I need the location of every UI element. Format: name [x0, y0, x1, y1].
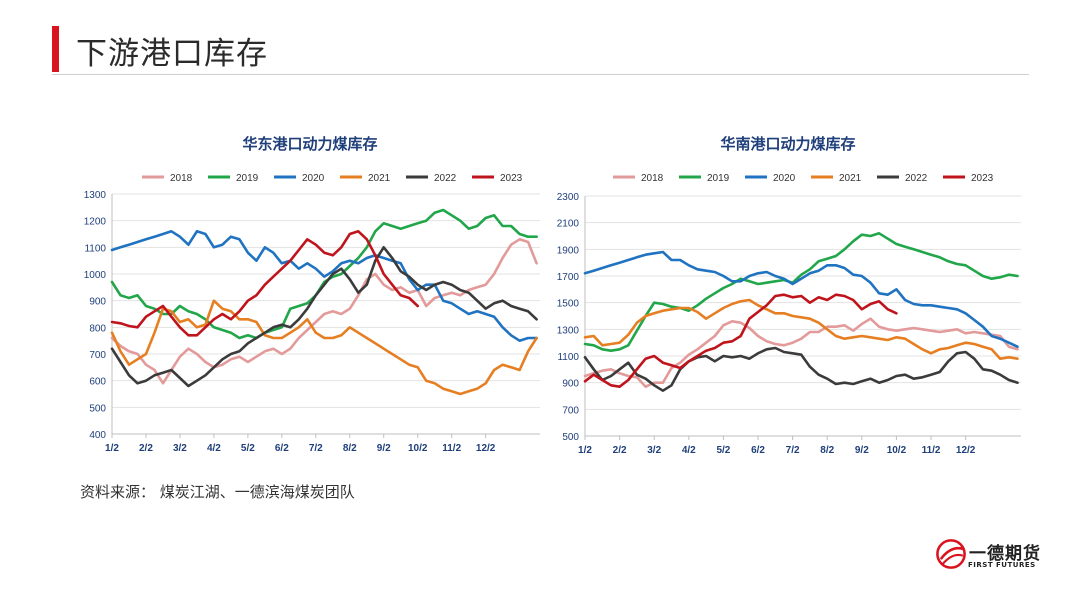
- x-tick-label: 9/2: [377, 443, 391, 454]
- series-line-2019: [583, 232, 1019, 352]
- x-tick-label: 3/2: [647, 445, 661, 456]
- chart-east-china-svg: 华东港口动力煤库存 2018 2019 2020 2021 2022 2023 400 500 6…: [84, 135, 540, 454]
- chart-title: 华南港口动力煤库存: [720, 135, 855, 153]
- legend-label-2022: 2022: [434, 173, 457, 184]
- company-logo-icon: [936, 539, 966, 569]
- series-line-2021: [583, 298, 1019, 360]
- y-tick-label: 900: [89, 297, 106, 308]
- x-tick-label: 10/2: [887, 445, 907, 456]
- legend-label-2019: 2019: [707, 173, 730, 184]
- chart-south-china-svg: 华南港口动力煤库存 2018 2019 2020 2021 2022 2023 500 700 9…: [557, 135, 1021, 456]
- x-tick-label: 5/2: [716, 445, 730, 456]
- legend-label-2018: 2018: [641, 173, 664, 184]
- legend-label-2022: 2022: [905, 173, 928, 184]
- x-tick-label: 12/2: [956, 445, 976, 456]
- legend-label-2018: 2018: [170, 173, 193, 184]
- y-tick-label: 900: [562, 379, 579, 390]
- y-tick-label: 600: [89, 377, 106, 388]
- title-accent-bar: [52, 26, 59, 72]
- series-line-2019: [110, 208, 538, 340]
- y-tick-label: 1900: [557, 245, 580, 256]
- x-tick-label: 2/2: [139, 443, 153, 454]
- series-line-2021: [110, 299, 538, 396]
- legend-label-2023: 2023: [500, 173, 523, 184]
- x-tick-label: 12/2: [476, 443, 496, 454]
- legend-label-2020: 2020: [302, 173, 325, 184]
- series-line-2022: [110, 246, 538, 388]
- series-line-2023: [110, 230, 420, 337]
- x-tick-label: 4/2: [682, 445, 696, 456]
- y-tick-label: 400: [89, 430, 106, 441]
- y-tick-label: 1200: [84, 217, 107, 228]
- legend-label-2019: 2019: [236, 173, 259, 184]
- x-tick-label: 2/2: [613, 445, 627, 456]
- y-tick-label: 1100: [84, 243, 106, 254]
- x-tick-label: 9/2: [855, 445, 869, 456]
- x-tick-label: 10/2: [408, 443, 428, 454]
- x-tick-label: 1/2: [105, 443, 119, 454]
- x-tick-label: 5/2: [241, 443, 255, 454]
- chart-east-china: 华东港口动力煤库存 2018 2019 2020 2021 2022 2023 400 500 6…: [70, 125, 550, 465]
- x-tick-label: 7/2: [309, 443, 323, 454]
- series-line-2022: [583, 346, 1019, 393]
- title-divider: [52, 74, 1029, 75]
- x-tick-label: 7/2: [786, 445, 800, 456]
- y-tick-label: 500: [89, 403, 106, 414]
- y-tick-label: 500: [562, 432, 579, 443]
- series-line-2018: [583, 317, 1019, 389]
- series-line-2020: [110, 230, 538, 342]
- y-tick-label: 1500: [557, 299, 580, 310]
- x-tick-label: 6/2: [275, 443, 289, 454]
- legend-label-2021: 2021: [839, 173, 862, 184]
- source-note: 资料来源： 煤炭江湖、一德滨海煤炭团队: [80, 483, 355, 501]
- x-tick-label: 11/2: [922, 445, 941, 456]
- x-tick-label: 4/2: [207, 443, 221, 454]
- series-line-2020: [583, 250, 1019, 348]
- y-tick-label: 700: [89, 350, 106, 361]
- logo-name: 一德期货: [969, 544, 1041, 564]
- legend-label-2020: 2020: [773, 173, 796, 184]
- chart-title: 华东港口动力煤库存: [242, 135, 377, 153]
- legend-label-2023: 2023: [971, 173, 994, 184]
- y-tick-label: 800: [89, 323, 106, 334]
- x-tick-label: 3/2: [173, 443, 187, 454]
- legend-label-2021: 2021: [368, 173, 391, 184]
- x-tick-label: 1/2: [578, 445, 592, 456]
- y-tick-label: 1000: [84, 270, 107, 281]
- page-title: 下游港口库存: [76, 36, 268, 72]
- series-line-2023: [583, 293, 898, 389]
- y-tick-label: 2300: [557, 192, 580, 203]
- x-tick-label: 6/2: [751, 445, 765, 456]
- logo-english: FIRST FUTURES: [968, 561, 1036, 569]
- x-tick-label: 8/2: [820, 445, 834, 456]
- y-tick-label: 700: [562, 405, 579, 416]
- y-tick-label: 1700: [557, 272, 580, 283]
- x-tick-label: 11/2: [442, 443, 461, 454]
- y-tick-label: 1300: [84, 190, 107, 201]
- y-tick-label: 1300: [557, 325, 580, 336]
- x-tick-label: 8/2: [343, 443, 357, 454]
- y-tick-label: 2100: [557, 219, 580, 230]
- y-tick-label: 1100: [557, 352, 579, 363]
- chart-south-china: 华南港口动力煤库存 2018 2019 2020 2021 2022 2023 500 700 9…: [543, 125, 1033, 465]
